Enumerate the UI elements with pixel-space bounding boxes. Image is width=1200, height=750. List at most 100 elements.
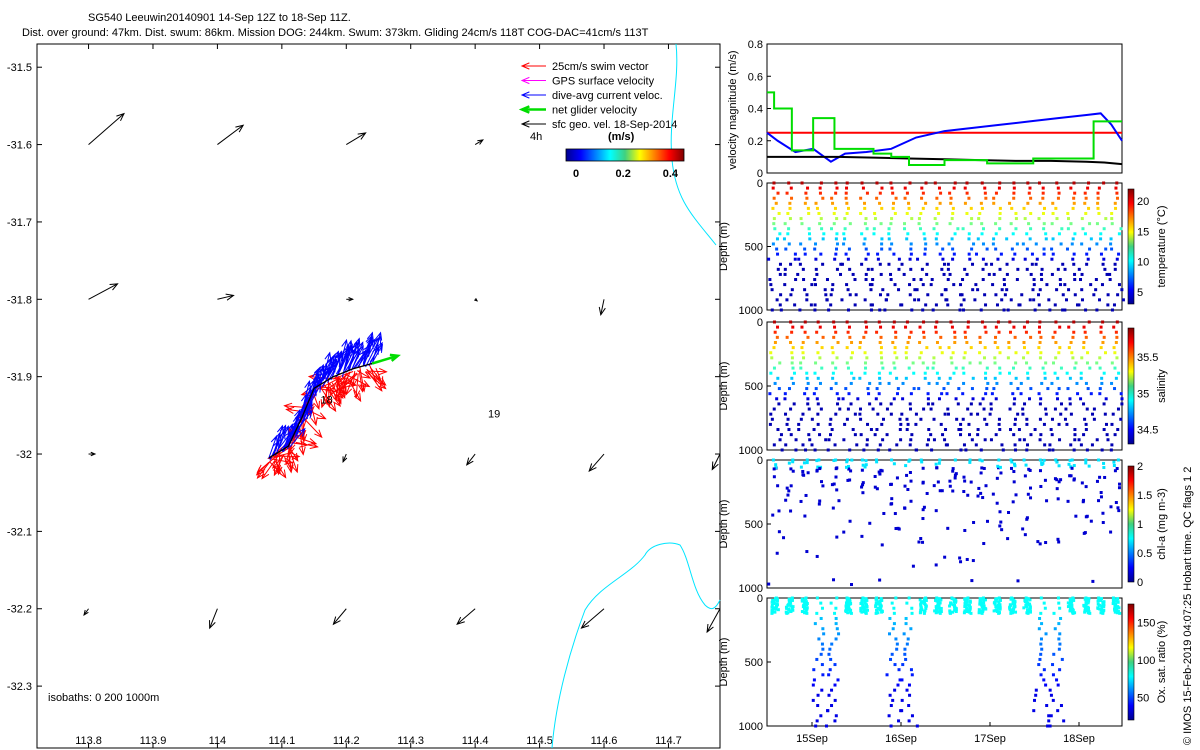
profile-sample (1048, 724, 1052, 728)
profile-sample (856, 397, 860, 401)
profile-sample (969, 412, 973, 416)
profile-sample (1083, 232, 1087, 236)
profile-sample (1042, 252, 1046, 256)
profile-sample (848, 293, 852, 297)
profile-sample (1103, 412, 1107, 416)
profile-colorbar-tick-label: 1.5 (1137, 490, 1152, 502)
profile-sample (1117, 283, 1121, 287)
profile-sample (783, 272, 787, 276)
net-velocity-shaft (371, 354, 399, 365)
profile-sample (948, 611, 952, 615)
sfc-vector-head (465, 457, 474, 466)
profile-sample (1041, 191, 1045, 195)
profile-sample (1086, 601, 1090, 605)
profile-sample (790, 288, 794, 292)
profile-sample (914, 448, 918, 452)
profile-sample (953, 181, 957, 185)
profile-sample (894, 335, 898, 339)
profile-colorbar-tick-label: 0 (1137, 577, 1143, 589)
profile-sample (773, 340, 777, 344)
profile-sample (924, 605, 928, 609)
profile-sample (844, 601, 848, 605)
profile-sample (846, 206, 850, 210)
profile-sample (892, 611, 896, 615)
profile-sample (1069, 606, 1073, 610)
profile-sample (990, 392, 994, 396)
profile-sample (819, 252, 823, 256)
swim-vector-shaft (342, 373, 358, 389)
profile-sample (791, 346, 795, 350)
profile-sample (1056, 376, 1060, 380)
profile-sample (860, 181, 864, 185)
profile-sample (1057, 351, 1061, 355)
profile-sample (1009, 597, 1013, 601)
map-y-tick-label: -32.3 (7, 681, 32, 693)
profile-sample (1028, 366, 1032, 370)
profile-sample (1027, 191, 1031, 195)
profile-sample (1119, 227, 1123, 231)
profile-sample (1085, 407, 1089, 411)
profile-sample (1074, 514, 1078, 518)
profile-sample (935, 371, 939, 375)
profile-sample (938, 489, 942, 493)
profile-sample (1057, 422, 1061, 426)
profile-sample (1089, 237, 1093, 241)
profile-sample (968, 257, 972, 261)
map-y-tick-label: -32.1 (7, 526, 32, 538)
map-y-tick-label: -32.2 (7, 604, 32, 616)
profile-sample (923, 237, 927, 241)
profile-sample (974, 283, 978, 287)
profile-sample (819, 181, 823, 185)
profile-sample (997, 417, 1001, 421)
profile-sample (933, 181, 937, 185)
profile-sample (887, 237, 891, 241)
profile-sample (772, 181, 776, 185)
swim-vector-head (317, 412, 327, 420)
profile-sample (1084, 422, 1088, 426)
profile-sample (767, 582, 771, 586)
profile-sample (1086, 351, 1090, 355)
profile-sample (803, 288, 807, 292)
profile-sample (820, 366, 824, 370)
profile-sample (876, 252, 880, 256)
profile-sample (1014, 493, 1018, 497)
sfc-vector-head (90, 451, 97, 457)
profile-sample (1069, 443, 1073, 447)
profile-sample (1000, 528, 1004, 532)
profile-sample (968, 608, 972, 612)
sfc-vector-head (83, 609, 89, 616)
profile-sample (807, 407, 811, 411)
profile-y-tick-label: 1000 (739, 445, 763, 457)
profile-sample (1066, 211, 1070, 215)
swim-vector-shaft (369, 365, 377, 382)
profile-sample (909, 438, 913, 442)
profile-sample (1072, 330, 1076, 334)
sfc-vector-head (711, 461, 719, 471)
profile-sample (791, 381, 795, 385)
sfc-vector-shaft (600, 299, 605, 315)
profile-sample (956, 227, 960, 231)
profile-sample (1071, 237, 1075, 241)
profile-sample (1071, 597, 1075, 601)
profile-sample (830, 688, 834, 692)
profile-sample (1059, 704, 1063, 708)
profile-sample (935, 206, 939, 210)
profile-sample (908, 402, 912, 406)
profile-sample (920, 186, 924, 190)
profile-sample (770, 356, 774, 360)
sfc-vector-shaft (342, 453, 347, 462)
profile-sample (924, 303, 928, 307)
profile-sample (905, 191, 909, 195)
profile-sample (893, 512, 897, 516)
profile-sample (860, 232, 864, 236)
profile-sample (1112, 346, 1116, 350)
profile-sample (778, 232, 782, 236)
profile-sample (1057, 601, 1061, 605)
profile-sample (818, 381, 822, 385)
profile-sample (910, 217, 914, 221)
profile-sample (1061, 308, 1065, 312)
profile-sample (803, 252, 807, 256)
profile-sample (937, 211, 941, 215)
